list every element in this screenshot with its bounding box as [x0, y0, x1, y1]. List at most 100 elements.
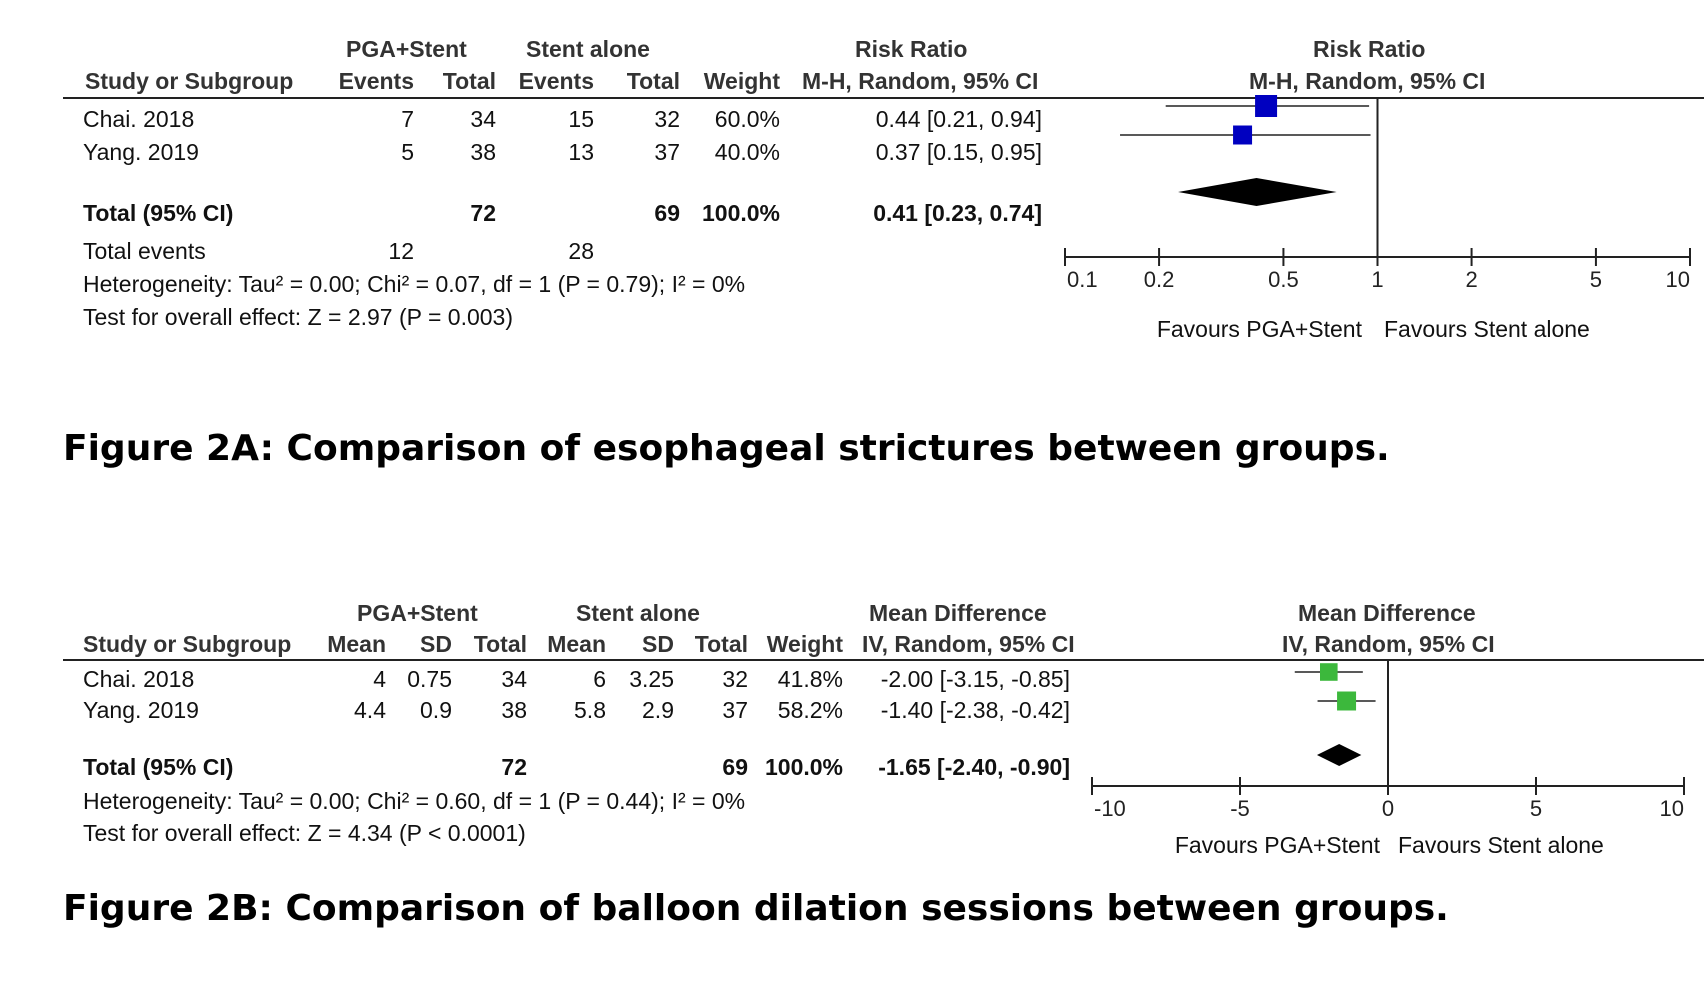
effect-plot-header: Risk Ratio	[1313, 36, 1426, 62]
overall-effect-text: Test for overall effect: Z = 2.97 (P = 0…	[83, 304, 513, 330]
method-plot-header: M-H, Random, 95% CI	[1249, 68, 1486, 94]
group2-header: Stent alone	[526, 36, 650, 62]
favours-right-label: Favours Stent alone	[1384, 316, 1590, 342]
total-events-label: Total events	[83, 238, 206, 264]
figure-2b: PGA+Stent Stent alone Mean Difference Me…	[0, 560, 1704, 929]
events2-column-header: Events	[518, 68, 594, 94]
total-weight: 100.0%	[701, 200, 780, 226]
ci-value: 0.37 [0.15, 0.95]	[875, 139, 1042, 165]
forest-plot-a: 0.1 0.2 0.5 1 2 5 10	[1064, 95, 1691, 292]
x-tick-label: 10	[1660, 796, 1684, 821]
total1-sum: 72	[501, 754, 527, 780]
total-ci: -1.65 [-2.40, -0.90]	[878, 754, 1070, 780]
weight-column-header: Weight	[703, 68, 780, 94]
weight-value: 58.2%	[777, 697, 843, 723]
events1-column-header: Events	[338, 68, 414, 94]
total2-sum: 69	[654, 200, 680, 226]
x-tick-label: -10	[1094, 796, 1126, 821]
study-name: Chai. 2018	[83, 106, 195, 132]
total2-column-header: Total	[694, 631, 748, 657]
figure-2a: PGA+Stent Stent alone Risk Ratio Risk Ra…	[0, 0, 1704, 469]
favours-left-label: Favours PGA+Stent	[1156, 316, 1362, 342]
method-table-header: M-H, Random, 95% CI	[802, 68, 1039, 94]
study-name: Yang. 2019	[83, 697, 199, 723]
total-ci: 0.41 [0.23, 0.74]	[873, 200, 1042, 226]
total1-value: 38	[501, 697, 527, 723]
x-tick-label: 10	[1666, 267, 1690, 292]
total2-value: 32	[654, 106, 680, 132]
mean2-value: 6	[593, 666, 606, 692]
study-name: Yang. 2019	[83, 139, 199, 165]
x-tick-label: 1	[1371, 267, 1383, 292]
forest-plot-b: -10 -5 0 5 10	[1091, 660, 1685, 821]
events1-value: 5	[401, 139, 414, 165]
total1-value: 38	[470, 139, 496, 165]
mean1-column-header: Mean	[327, 631, 386, 657]
total1-column-header: Total	[442, 68, 496, 94]
total1-column-header: Total	[473, 631, 527, 657]
x-tick-label: 5	[1590, 267, 1602, 292]
sd1-value: 0.75	[407, 666, 452, 692]
method-plot-header: IV, Random, 95% CI	[1282, 631, 1495, 657]
total1-value: 34	[470, 106, 496, 132]
header-rule	[63, 659, 1704, 661]
x-tick-label: 0.5	[1268, 267, 1299, 292]
group1-header: PGA+Stent	[357, 600, 478, 626]
total-events2: 28	[568, 238, 594, 264]
effect-table-header: Mean Difference	[869, 600, 1047, 626]
total1-value: 34	[501, 666, 527, 692]
figure-caption: Figure 2A: Comparison of esophageal stri…	[63, 428, 1390, 469]
ci-value: -1.40 [-2.38, -0.42]	[880, 697, 1070, 723]
pooled-diamond	[1316, 744, 1362, 766]
x-tick-label: 0.1	[1067, 267, 1098, 292]
effect-table-header: Risk Ratio	[855, 36, 968, 62]
events2-value: 13	[568, 139, 594, 165]
sd1-column-header: SD	[420, 631, 452, 657]
heterogeneity-text: Heterogeneity: Tau² = 0.00; Chi² = 0.60,…	[83, 788, 746, 814]
x-tick-label: 2	[1465, 267, 1477, 292]
sd1-value: 0.9	[420, 697, 452, 723]
favours-right-label: Favours Stent alone	[1398, 832, 1604, 858]
mean2-column-header: Mean	[547, 631, 606, 657]
overall-effect-text: Test for overall effect: Z = 4.34 (P < 0…	[83, 820, 526, 846]
sd2-value: 3.25	[629, 666, 674, 692]
weight-column-header: Weight	[766, 631, 843, 657]
total2-value: 37	[722, 697, 748, 723]
x-tick-label: -5	[1230, 796, 1250, 821]
total-label: Total (95% CI)	[83, 200, 234, 226]
favours-left-label: Favours PGA+Stent	[1174, 832, 1380, 858]
study-marker	[1255, 95, 1278, 117]
study-marker	[1233, 125, 1253, 145]
weight-value: 60.0%	[714, 106, 780, 132]
method-table-header: IV, Random, 95% CI	[862, 631, 1075, 657]
x-tick-label: 0	[1382, 796, 1394, 821]
total2-sum: 69	[722, 754, 748, 780]
total2-value: 32	[722, 666, 748, 692]
effect-plot-header: Mean Difference	[1298, 600, 1476, 626]
study-marker	[1337, 691, 1357, 711]
total2-value: 37	[654, 139, 680, 165]
mean2-value: 5.8	[574, 697, 606, 723]
weight-value: 41.8%	[777, 666, 843, 692]
pooled-diamond	[1178, 178, 1337, 206]
sd2-column-header: SD	[642, 631, 674, 657]
ci-value: 0.44 [0.21, 0.94]	[875, 106, 1042, 132]
figure-caption: Figure 2B: Comparison of balloon dilatio…	[63, 888, 1449, 929]
heterogeneity-text: Heterogeneity: Tau² = 0.00; Chi² = 0.07,…	[83, 271, 746, 297]
mean1-value: 4.4	[354, 697, 386, 723]
ci-value: -2.00 [-3.15, -0.85]	[880, 666, 1070, 692]
total-weight: 100.0%	[764, 754, 843, 780]
header-rule	[63, 97, 1704, 99]
group2-header: Stent alone	[576, 600, 700, 626]
events1-value: 7	[401, 106, 414, 132]
total2-column-header: Total	[626, 68, 680, 94]
study-column-header: Study or Subgroup	[83, 631, 292, 657]
study-marker	[1320, 663, 1338, 681]
x-tick-label: 5	[1530, 796, 1542, 821]
total-events1: 12	[388, 238, 414, 264]
total-label: Total (95% CI)	[83, 754, 234, 780]
events2-value: 15	[568, 106, 594, 132]
mean1-value: 4	[373, 666, 386, 692]
study-column-header: Study or Subgroup	[85, 68, 294, 94]
total1-sum: 72	[470, 200, 496, 226]
